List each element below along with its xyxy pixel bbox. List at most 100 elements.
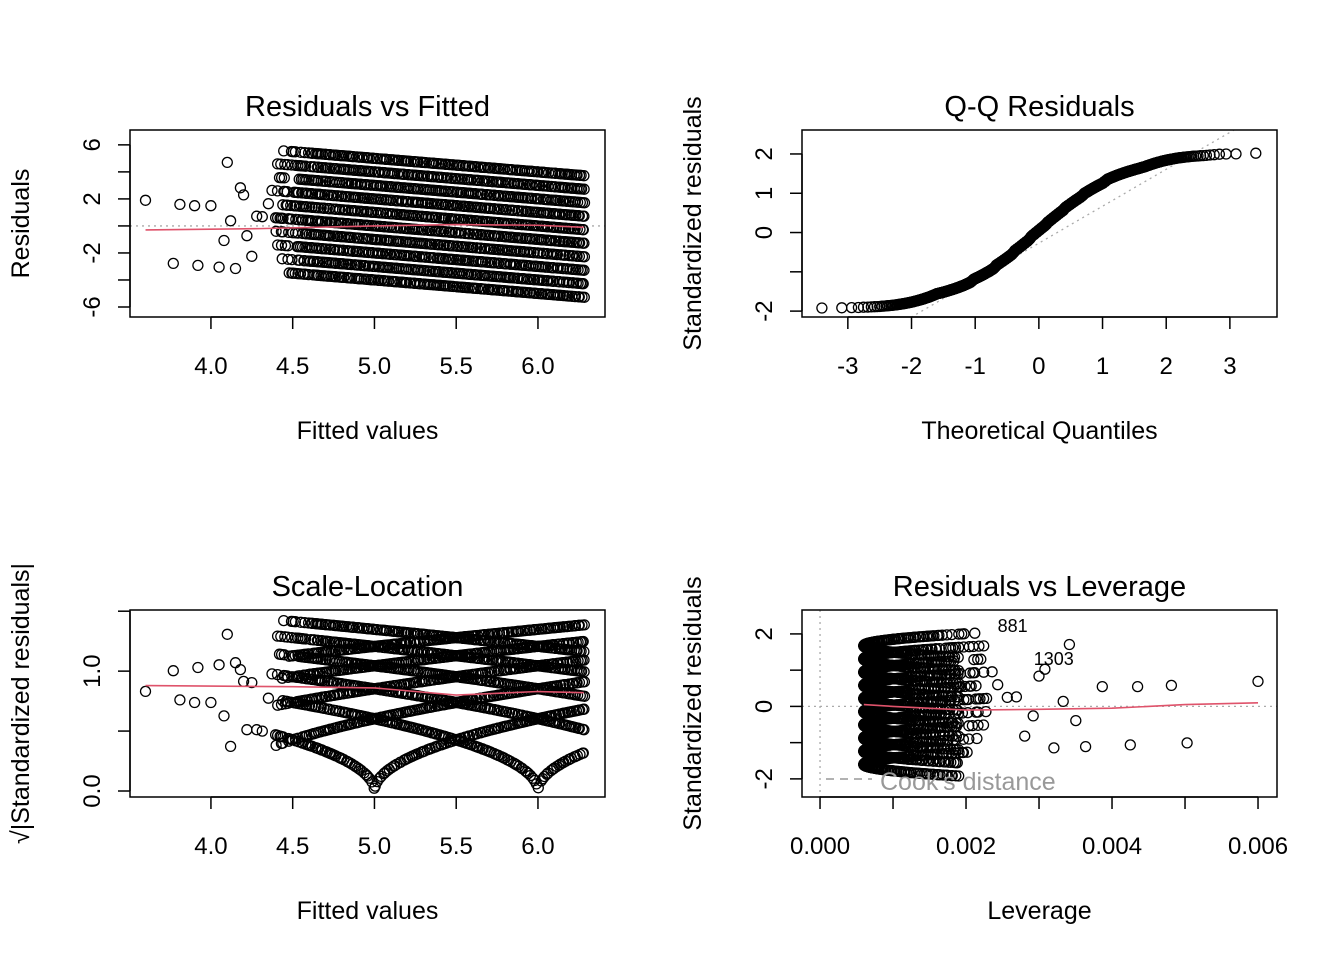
y-tick-label: 2 xyxy=(79,192,106,205)
panel-scale-location: 4.0 4.5 5.0 5.5 6.00.01.0Scale-LocationFitte… xyxy=(7,563,606,925)
data-point xyxy=(205,696,217,709)
data-point xyxy=(447,280,460,293)
data-point xyxy=(865,301,877,313)
data-points xyxy=(139,614,591,794)
panel-title: Residuals vs Fitted xyxy=(245,91,490,123)
data-point xyxy=(563,276,576,289)
data-point xyxy=(577,747,589,759)
panel-title: Q-Q Residuals xyxy=(944,91,1134,123)
data-point xyxy=(174,198,186,211)
data-point xyxy=(455,227,468,239)
data-point xyxy=(262,692,275,704)
data-point xyxy=(282,240,294,252)
data-point xyxy=(192,661,204,674)
data-point xyxy=(213,659,225,671)
data-point xyxy=(221,628,233,640)
x-tick-label: 6.0 xyxy=(521,833,554,860)
data-point xyxy=(241,724,253,736)
data-point xyxy=(477,188,489,201)
x-tick-label: -3 xyxy=(837,353,858,380)
data-point xyxy=(277,199,289,211)
data-point xyxy=(578,291,590,303)
y-tick-label: 0 xyxy=(751,226,778,239)
x-tick-label: -1 xyxy=(965,353,986,380)
data-point xyxy=(465,268,477,281)
y-tick-label: 1 xyxy=(751,187,778,200)
data-point xyxy=(234,663,247,676)
panel-title: Scale-Location xyxy=(272,571,464,603)
data-point xyxy=(256,211,268,223)
data-point xyxy=(573,210,585,222)
data-point xyxy=(241,230,253,242)
data-point xyxy=(192,259,204,272)
data-point xyxy=(532,166,544,178)
x-tick-label: -2 xyxy=(901,353,922,380)
data-point xyxy=(577,278,589,290)
data-point xyxy=(218,710,230,722)
data-point xyxy=(213,261,225,273)
data-point xyxy=(578,264,590,276)
data-point xyxy=(167,665,179,677)
data-point xyxy=(275,158,287,170)
data-point xyxy=(188,696,201,709)
data-point xyxy=(285,199,297,212)
data-point xyxy=(471,282,484,295)
data-point xyxy=(404,250,417,262)
data-point xyxy=(578,237,590,249)
data-point xyxy=(275,239,288,251)
x-tick-label: 5.0 xyxy=(358,353,391,380)
data-point xyxy=(188,200,201,212)
y-axis-label: √|Standardized residuals| xyxy=(7,563,35,844)
data-point xyxy=(578,251,591,263)
data-point xyxy=(447,253,460,266)
data-point xyxy=(391,222,403,234)
y-tick-label: 0.0 xyxy=(79,774,106,807)
x-tick-label: 4.5 xyxy=(276,833,309,860)
data-point xyxy=(395,222,407,234)
data-points xyxy=(139,145,591,303)
y-tick-label: 6 xyxy=(79,138,106,151)
data-point xyxy=(246,250,258,262)
data-point xyxy=(277,212,289,225)
data-point xyxy=(281,186,293,198)
data-point xyxy=(534,193,546,205)
x-tick-label: 4.5 xyxy=(276,353,309,380)
data-point xyxy=(139,194,152,206)
data-point xyxy=(221,156,233,169)
data-point xyxy=(338,271,350,284)
y-tick-label: 1.0 xyxy=(79,654,106,687)
data-point xyxy=(224,740,237,753)
x-tick-label: 2 xyxy=(1160,353,1173,380)
x-axis-label: Theoretical Quantiles xyxy=(921,417,1157,445)
x-tick-label: 5.5 xyxy=(440,353,473,380)
data-point xyxy=(251,724,263,736)
data-point xyxy=(816,302,828,314)
qq-reference-line xyxy=(910,130,1236,317)
data-point xyxy=(384,248,397,260)
data-point xyxy=(299,146,311,159)
data-point xyxy=(281,199,294,211)
data-point xyxy=(167,257,179,270)
data-point xyxy=(345,258,358,271)
data-point xyxy=(578,183,590,195)
data-point xyxy=(229,262,242,275)
data-point xyxy=(447,240,460,252)
y-axis-label: Standardized residuals xyxy=(679,96,707,350)
data-point xyxy=(278,172,290,184)
data-point xyxy=(1220,148,1232,160)
x-axis-label: Fitted values xyxy=(297,417,439,445)
data-point xyxy=(218,234,230,247)
data-point xyxy=(569,290,582,303)
data-point xyxy=(318,202,330,214)
x-axis-label: Fitted values xyxy=(297,897,439,925)
data-point xyxy=(578,170,590,182)
data-point xyxy=(234,182,247,194)
data-point xyxy=(836,302,848,314)
y-tick-label: 2 xyxy=(751,147,778,160)
x-tick-label: 4.0 xyxy=(194,353,227,380)
data-point xyxy=(857,301,870,313)
data-point xyxy=(262,198,275,210)
